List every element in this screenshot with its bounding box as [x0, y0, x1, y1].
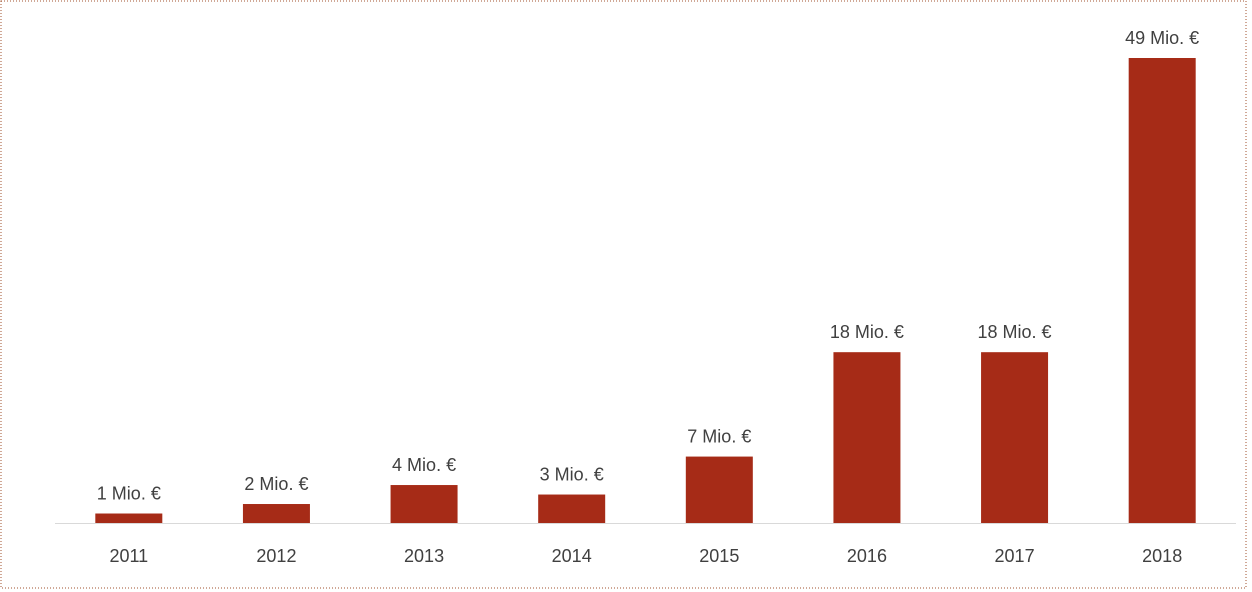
data-label: 7 Mio. €: [687, 427, 751, 447]
data-label: 2 Mio. €: [244, 474, 308, 494]
x-tick-label: 2016: [847, 546, 887, 566]
bar: [390, 485, 458, 523]
x-tick-label: 2018: [1142, 546, 1182, 566]
data-label: 1 Mio. €: [97, 484, 161, 504]
data-label: 18 Mio. €: [830, 322, 904, 342]
x-tick-label: 2011: [109, 546, 148, 566]
bar: [833, 352, 901, 523]
bar: [685, 456, 753, 523]
data-label: 3 Mio. €: [540, 465, 604, 485]
bar: [981, 352, 1049, 523]
bar: [95, 513, 163, 523]
data-label: 49 Mio. €: [1125, 28, 1199, 48]
x-tick-label: 2012: [256, 546, 296, 566]
x-tick-label: 2014: [552, 546, 592, 566]
bar: [242, 504, 310, 523]
data-label: 18 Mio. €: [978, 322, 1052, 342]
x-tick-label: 2015: [699, 546, 739, 566]
x-tick-label: 2013: [404, 546, 444, 566]
x-tick-label: 2017: [995, 546, 1035, 566]
data-label: 4 Mio. €: [392, 455, 456, 475]
bar: [538, 494, 606, 523]
bar: [1128, 58, 1196, 523]
